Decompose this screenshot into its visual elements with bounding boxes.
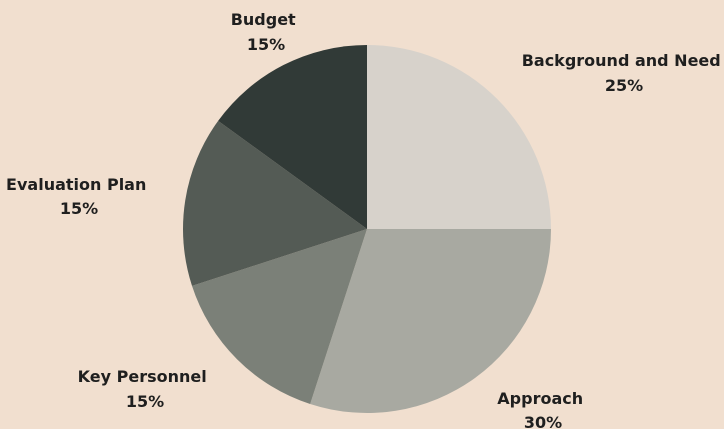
slice-label-background-and-need: Background and Need 25% (522, 51, 724, 95)
slice-label-key-personnel: Key Personnel 15% (78, 367, 213, 411)
slice-name-key-personnel: Key Personnel (78, 367, 207, 386)
pie-slice-evaluation-plan (182, 120, 367, 286)
pie-slice-approach (310, 229, 551, 413)
slice-label-evaluation-plan: Evaluation Plan 15% (6, 175, 152, 218)
slice-value-approach: 30% (524, 413, 562, 429)
pie-slice-key-personnel (192, 229, 367, 404)
slice-name-approach: Approach (497, 389, 583, 408)
slice-name-background-and-need: Background and Need (522, 51, 721, 70)
slice-value-evaluation-plan: 15% (60, 199, 98, 218)
pie-slice-background-and-need (367, 45, 551, 229)
labels-layer: Background and Need 25% Approach 30% Key… (6, 10, 724, 429)
pie-slice-budget (218, 45, 367, 229)
slice-label-budget: Budget 15% (231, 10, 302, 54)
slice-value-budget: 15% (247, 35, 285, 54)
slice-name-budget: Budget (231, 10, 296, 29)
slice-label-approach: Approach 30% (497, 389, 588, 429)
slice-value-key-personnel: 15% (126, 392, 164, 411)
slice-name-evaluation-plan: Evaluation Plan (6, 175, 146, 194)
slice-value-background-and-need: 25% (605, 76, 643, 95)
slices-layer (182, 45, 551, 413)
